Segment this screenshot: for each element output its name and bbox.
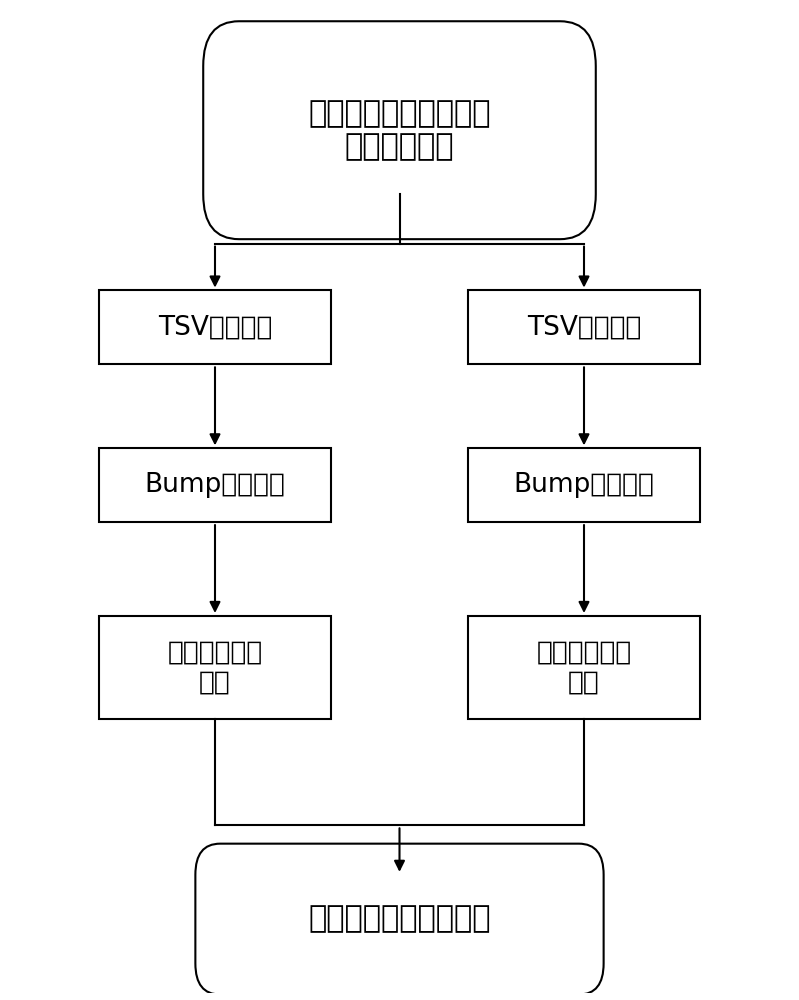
Bar — [99, 448, 331, 522]
Bar — [468, 616, 700, 719]
Text: Bump交流电阻: Bump交流电阻 — [514, 472, 654, 498]
Bar — [468, 448, 700, 522]
Text: Bump直流电阻: Bump直流电阻 — [145, 472, 285, 498]
Bar — [99, 616, 331, 719]
Text: 进行电流密度
积分: 进行电流密度 积分 — [536, 640, 632, 696]
Bar — [99, 290, 331, 364]
FancyBboxPatch shape — [203, 21, 596, 239]
Text: TSV直流电阻: TSV直流电阻 — [158, 314, 272, 340]
FancyBboxPatch shape — [196, 844, 603, 995]
Text: TSV交流电阻: TSV交流电阻 — [527, 314, 641, 340]
Text: 进行电流密度
求解: 进行电流密度 求解 — [167, 640, 263, 696]
Bar — [468, 290, 700, 364]
Text: 寄生电阻参数提取结束: 寄生电阻参数提取结束 — [308, 905, 491, 934]
Text: 对直流电阻和交流电阻
进行参数提取: 对直流电阻和交流电阻 进行参数提取 — [308, 99, 491, 162]
